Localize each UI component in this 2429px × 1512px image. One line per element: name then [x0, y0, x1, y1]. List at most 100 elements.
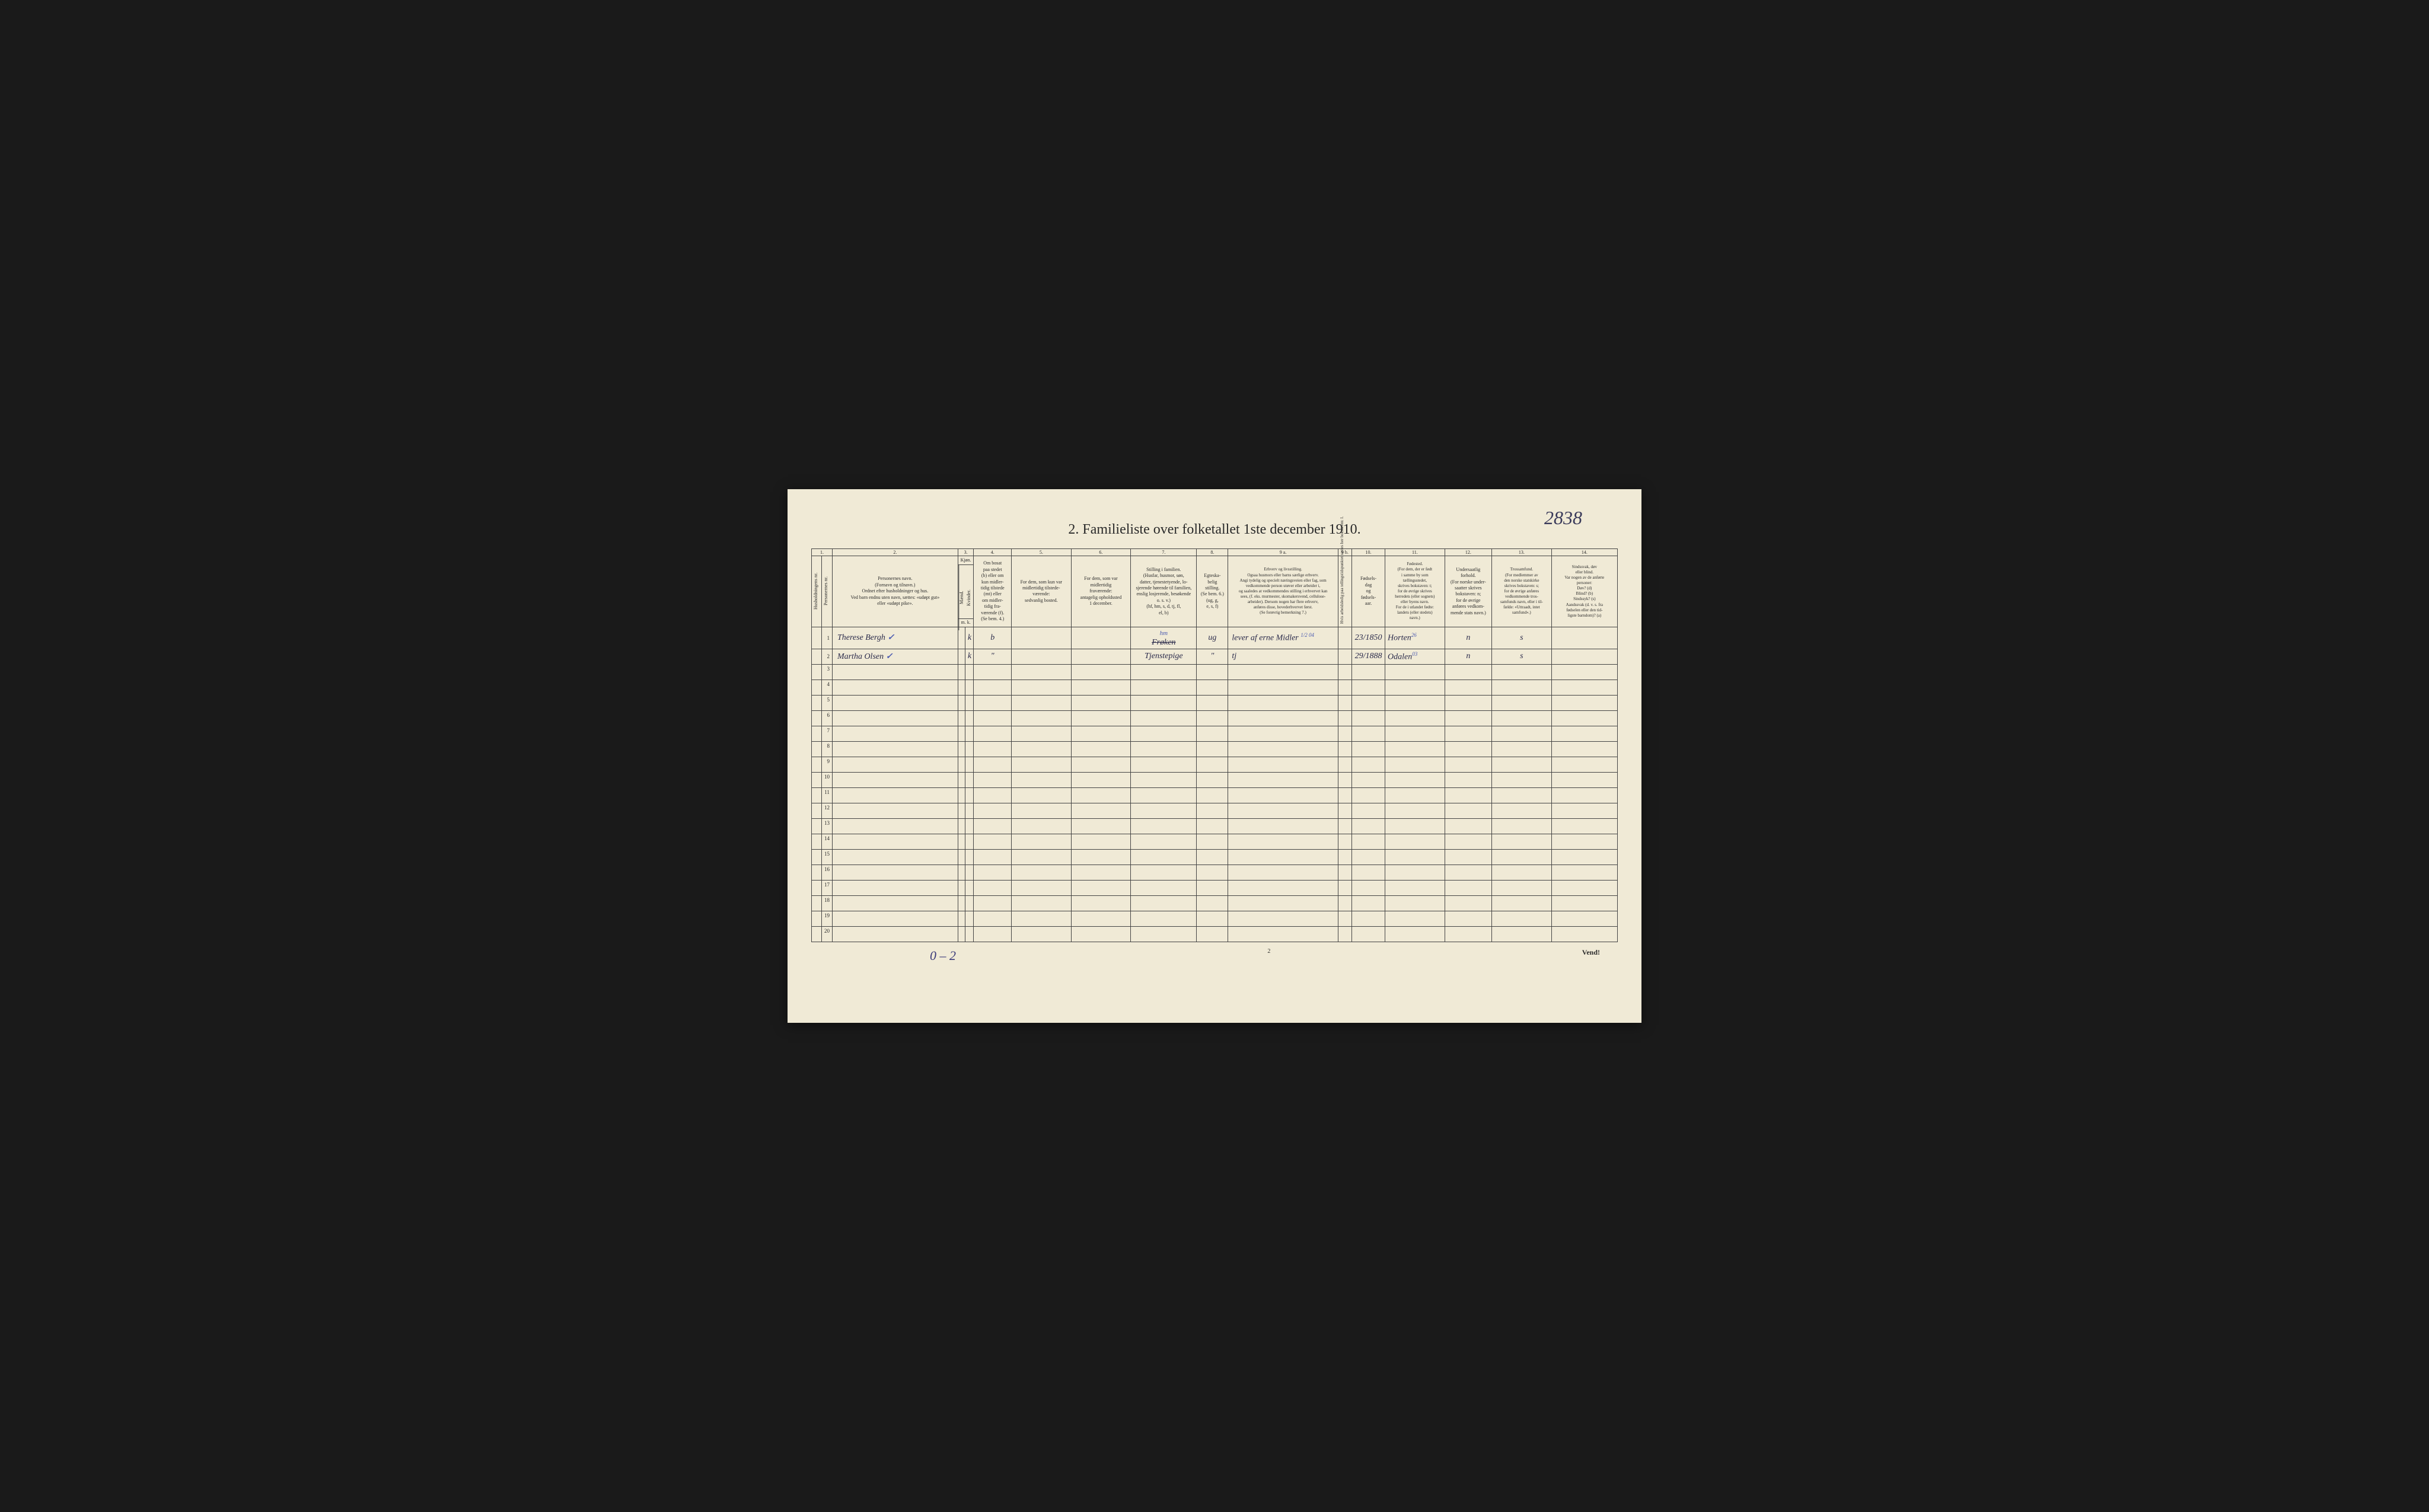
header-marital: Egteska- belig stilling. (Se bem. 6.) (u… — [1197, 556, 1228, 627]
cell-empty — [1445, 895, 1491, 911]
cell-empty — [1445, 818, 1491, 834]
table-row-empty: 14 — [812, 834, 1618, 849]
cell-empty — [1071, 865, 1131, 880]
cell-family-pos: hmFrøken — [1131, 627, 1197, 649]
cell-nationality: n — [1445, 649, 1491, 664]
cell-empty — [1012, 741, 1072, 757]
cell-empty — [1197, 772, 1228, 787]
cell-empty — [832, 741, 958, 757]
cell-empty — [832, 834, 958, 849]
cell-empty — [965, 787, 974, 803]
table-row-empty: 8 — [812, 741, 1618, 757]
cell-empty — [958, 849, 965, 865]
cell-empty — [1352, 680, 1385, 695]
cell-household — [812, 664, 822, 680]
cell-empty — [1012, 680, 1072, 695]
cell-empty — [1228, 895, 1338, 911]
cell-occupation: lever af erne Midler 1/2 04 — [1228, 627, 1338, 649]
colnum-12: 12. — [1445, 549, 1491, 556]
cell-empty — [1492, 664, 1552, 680]
cell-empty — [1492, 695, 1552, 710]
cell-empty — [965, 865, 974, 880]
cell-empty — [1551, 787, 1617, 803]
cell-empty — [1131, 880, 1197, 895]
cell-household — [812, 680, 822, 695]
colnum-13: 13. — [1492, 549, 1552, 556]
cell-empty — [1338, 710, 1351, 726]
cell-empty — [974, 710, 1012, 726]
cell-empty — [1385, 787, 1445, 803]
cell-empty — [1131, 710, 1197, 726]
cell-household — [812, 649, 822, 664]
cell-empty — [1012, 695, 1072, 710]
cell-empty — [1131, 757, 1197, 772]
header-residence: Om bosat paa stedet (b) eller om kun mid… — [974, 556, 1012, 627]
cell-empty — [1338, 834, 1351, 849]
cell-empty — [958, 865, 965, 880]
cell-unemployed — [1338, 627, 1351, 649]
cell-marital: " — [1197, 649, 1228, 664]
cell-empty — [1071, 803, 1131, 818]
cell-empty — [1445, 741, 1491, 757]
colnum-14: 14. — [1551, 549, 1617, 556]
cell-disability — [1551, 649, 1617, 664]
cell-empty — [1131, 772, 1197, 787]
header-person-nr: Personernes nr. — [821, 556, 832, 627]
cell-empty — [1131, 911, 1197, 926]
cell-empty — [1492, 849, 1552, 865]
colnum-10: 10. — [1352, 549, 1385, 556]
cell-person-nr: 6 — [821, 710, 832, 726]
cell-empty — [1012, 757, 1072, 772]
cell-empty — [1551, 911, 1617, 926]
cell-empty — [1228, 680, 1338, 695]
cell-empty — [965, 695, 974, 710]
cell-disability — [1551, 627, 1617, 649]
header-disability: Sindssvak, døv eller blind. Var nogen av… — [1551, 556, 1617, 627]
cell-empty — [965, 680, 974, 695]
cell-birth: 29/1888 — [1352, 649, 1385, 664]
cell-empty — [1197, 911, 1228, 926]
header-household-nr: Husholdningens nr. — [812, 556, 822, 627]
cell-empty — [1012, 787, 1072, 803]
cell-empty — [974, 726, 1012, 741]
cell-person-nr: 15 — [821, 849, 832, 865]
cell-empty — [1445, 803, 1491, 818]
cell-empty — [965, 741, 974, 757]
table-row-empty: 18 — [812, 895, 1618, 911]
cell-empty — [1338, 803, 1351, 818]
cell-empty — [1197, 757, 1228, 772]
colnum-5: 5. — [1012, 549, 1072, 556]
cell-unemployed — [1338, 649, 1351, 664]
cell-empty — [1385, 865, 1445, 880]
cell-empty — [1385, 710, 1445, 726]
cell-empty — [958, 726, 965, 741]
cell-empty — [958, 895, 965, 911]
cell-temp-absent — [1071, 649, 1131, 664]
cell-empty — [1352, 772, 1385, 787]
cell-empty — [1492, 772, 1552, 787]
cell-empty — [965, 664, 974, 680]
table-row-empty: 15 — [812, 849, 1618, 865]
cell-empty — [1228, 695, 1338, 710]
cell-empty — [1197, 926, 1228, 942]
cell-empty — [832, 726, 958, 741]
table-row: 1Therese Bergh ✓kbhmFrøkenuglever af ern… — [812, 627, 1618, 649]
cell-empty — [1131, 726, 1197, 741]
cell-empty — [965, 772, 974, 787]
cell-empty — [1012, 818, 1072, 834]
cell-empty — [1197, 664, 1228, 680]
cell-empty — [1385, 757, 1445, 772]
cell-empty — [1445, 787, 1491, 803]
cell-empty — [1551, 664, 1617, 680]
cell-empty — [974, 818, 1012, 834]
cell-empty — [965, 818, 974, 834]
cell-empty — [965, 880, 974, 895]
table-row-empty: 17 — [812, 880, 1618, 895]
cell-empty — [1385, 880, 1445, 895]
table-row-empty: 13 — [812, 818, 1618, 834]
cell-empty — [1445, 834, 1491, 849]
cell-empty — [1445, 710, 1491, 726]
cell-empty — [1385, 895, 1445, 911]
cell-empty — [1385, 926, 1445, 942]
colnum-3: 3. — [958, 549, 974, 556]
